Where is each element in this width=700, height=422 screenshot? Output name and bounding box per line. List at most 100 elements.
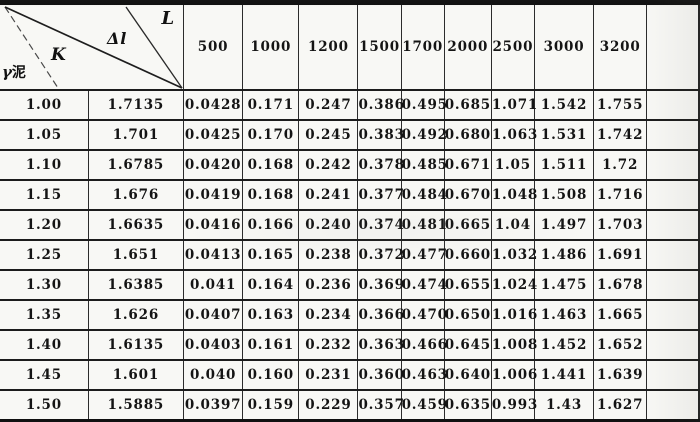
column-header-2500: 2500 <box>490 2 535 90</box>
delta-l-value: 0.481 <box>400 209 447 240</box>
delta-l-value: 1.652 <box>593 329 647 360</box>
corner-label-delta-l: Δl <box>107 29 128 48</box>
delta-l-value: 0.231 <box>298 359 358 390</box>
corner-label-k: K <box>51 45 67 65</box>
k-value: 1.6135 <box>87 329 184 360</box>
gamma-value: 1.30 <box>0 269 89 300</box>
table-row: 1.25 1.651 0.0413 0.165 0.238 0.372 0.477 0.660… <box>0 239 699 270</box>
delta-l-value: 0.378 <box>357 149 404 180</box>
delta-l-value: 0.171 <box>242 89 299 120</box>
delta-l-value: 1.475 <box>533 269 594 300</box>
gamma-value: 1.45 <box>0 359 89 390</box>
empty-cell <box>646 299 699 330</box>
delta-l-value: 0.168 <box>242 149 299 180</box>
delta-l-value: 0.360 <box>357 359 404 390</box>
delta-l-value: 0.166 <box>242 209 299 240</box>
column-header-500: 500 <box>183 2 243 90</box>
delta-l-value: 1.639 <box>593 359 647 390</box>
k-value: 1.6785 <box>87 149 184 180</box>
k-value: 1.601 <box>87 359 184 390</box>
delta-l-value: 1.508 <box>533 179 594 210</box>
delta-l-value: 1.486 <box>533 239 594 270</box>
gamma-suffix: 泥 <box>11 65 26 81</box>
column-header-1500: 1500 <box>357 2 402 90</box>
delta-l-value: 0.168 <box>242 179 299 210</box>
delta-l-value: 0.0419 <box>183 179 243 210</box>
delta-l-value: 1.05 <box>490 149 535 180</box>
delta-l-value: 0.485 <box>400 149 447 180</box>
delta-l-value: 0.640 <box>443 359 492 390</box>
table-row: 1.35 1.626 0.0407 0.163 0.234 0.366 0.470 0.650… <box>0 299 699 330</box>
delta-l-value: 0.232 <box>298 329 358 360</box>
delta-l-value: 0.160 <box>242 359 299 390</box>
delta-l-value: 1.542 <box>533 89 594 120</box>
table-body: 1.00 1.7135 0.0428 0.171 0.247 0.386 0.495 0.68… <box>0 89 699 421</box>
delta-l-value: 0.247 <box>298 89 358 120</box>
empty-cell <box>646 149 699 180</box>
diagonal-divider-lines <box>4 6 183 89</box>
delta-l-value: 0.159 <box>242 389 299 421</box>
gamma-value: 1.25 <box>0 239 89 270</box>
delta-l-value: 1.742 <box>593 119 647 150</box>
delta-l-value: 1.006 <box>490 359 537 390</box>
delta-l-value: 0.242 <box>298 149 358 180</box>
delta-l-value: 0.377 <box>357 179 404 210</box>
header-row: L Δl K γ泥 500 1000 1200 1500 1700 2000 2500 300… <box>0 2 699 91</box>
delta-l-value: 1.032 <box>490 239 537 270</box>
k-value: 1.6635 <box>87 209 184 240</box>
delta-l-value: 0.650 <box>443 299 492 330</box>
delta-l-value: 0.670 <box>443 179 492 210</box>
delta-l-value: 0.0420 <box>183 149 243 180</box>
delta-l-value: 0.655 <box>443 269 492 300</box>
gamma-value: 1.00 <box>0 89 89 120</box>
delta-l-value: 0.671 <box>443 149 492 180</box>
delta-l-value: 1.024 <box>490 269 537 300</box>
delta-l-value: 0.234 <box>298 299 358 330</box>
delta-l-value: 1.72 <box>593 149 647 180</box>
delta-l-value: 0.0403 <box>183 329 243 360</box>
column-header-1000: 1000 <box>242 2 299 90</box>
delta-l-value: 0.240 <box>298 209 358 240</box>
delta-l-value: 0.459 <box>400 389 447 421</box>
delta-l-value: 0.170 <box>242 119 299 150</box>
delta-l-value: 0.238 <box>298 239 358 270</box>
table-row: 1.15 1.676 0.0419 0.168 0.241 0.377 0.484 0.670… <box>0 179 699 210</box>
k-value: 1.7135 <box>87 89 184 120</box>
k-value: 1.6385 <box>87 269 184 300</box>
k-value: 1.701 <box>87 119 184 150</box>
column-header-empty <box>646 2 699 90</box>
delta-l-value: 0.0397 <box>183 389 243 421</box>
delta-l-value: 0.477 <box>400 239 447 270</box>
delta-l-value: 0.0413 <box>183 239 243 270</box>
diagonal-corner-header: L Δl K γ泥 <box>0 3 184 91</box>
delta-l-value: 0.474 <box>400 269 447 300</box>
delta-l-value: 1.452 <box>533 329 594 360</box>
delta-l-value: 0.645 <box>443 329 492 360</box>
delta-l-value: 1.441 <box>533 359 594 390</box>
gamma-value: 1.50 <box>0 389 89 421</box>
delta-l-value: 0.357 <box>357 389 404 421</box>
k-value: 1.676 <box>87 179 184 210</box>
delta-l-value: 1.703 <box>593 209 647 240</box>
delta-l-value: 0.363 <box>357 329 404 360</box>
gamma-value: 1.15 <box>0 179 89 210</box>
delta-l-value: 0.680 <box>443 119 492 150</box>
gamma-value: 1.10 <box>0 149 89 180</box>
table-row: 1.45 1.601 0.040 0.160 0.231 0.360 0.463 0.640 1… <box>0 359 699 390</box>
delta-l-value: 0.0407 <box>183 299 243 330</box>
delta-l-value: 1.43 <box>533 389 594 421</box>
delta-l-value: 1.048 <box>490 179 537 210</box>
delta-l-value: 0.374 <box>357 209 404 240</box>
delta-l-value: 1.016 <box>490 299 537 330</box>
delta-l-value: 0.366 <box>357 299 404 330</box>
gamma-symbol: γ <box>2 63 12 81</box>
empty-cell <box>646 359 699 390</box>
empty-cell <box>646 89 699 120</box>
delta-l-value: 0.040 <box>183 359 243 390</box>
delta-l-value: 0.993 <box>490 389 537 421</box>
gamma-value: 1.05 <box>0 119 89 150</box>
delta-l-value: 1.678 <box>593 269 647 300</box>
empty-cell <box>646 269 699 300</box>
